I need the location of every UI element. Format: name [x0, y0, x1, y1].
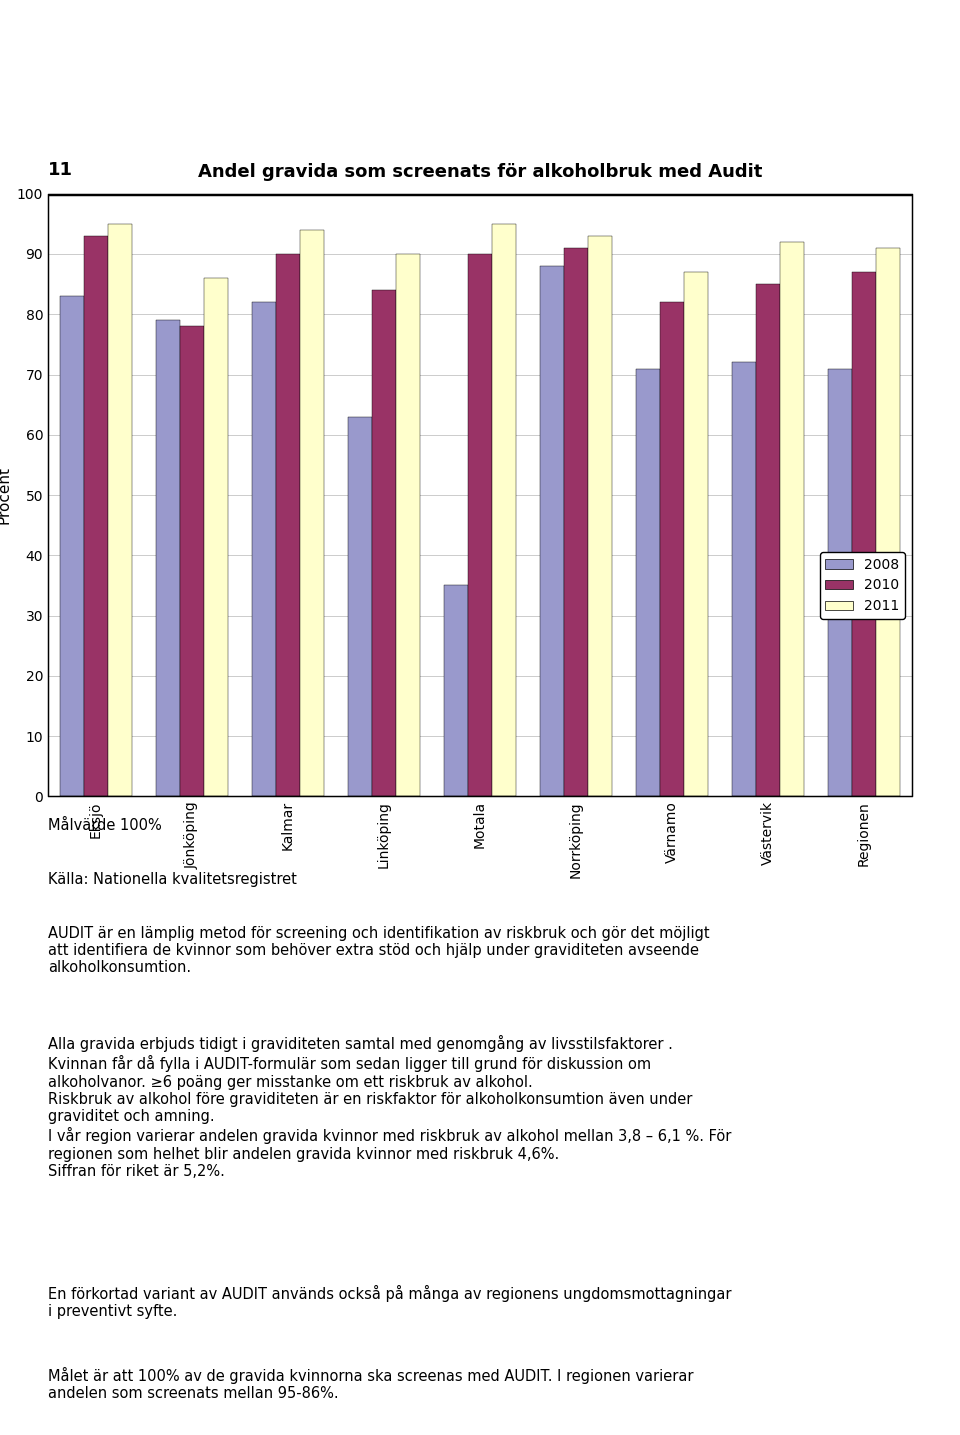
Text: En förkortad variant av AUDIT används också på många av regionens ungdomsmottagn: En förkortad variant av AUDIT används oc…: [48, 1286, 732, 1319]
Bar: [252, 303, 276, 796]
Text: AUDIT är en lämplig metod för screening och identifikation av riskbruk och gör d: AUDIT är en lämplig metod för screening …: [48, 926, 709, 976]
Y-axis label: Procent: Procent: [0, 466, 12, 524]
Legend: 2008, 2010, 2011: 2008, 2010, 2011: [820, 552, 905, 618]
Bar: [852, 273, 876, 796]
Bar: [108, 224, 132, 796]
Bar: [732, 363, 756, 796]
Bar: [564, 248, 588, 796]
Title: Andel gravida som screenats för alkoholbruk med Audit: Andel gravida som screenats för alkoholb…: [198, 164, 762, 181]
Bar: [660, 303, 684, 796]
Bar: [48, 194, 912, 796]
Bar: [156, 320, 180, 796]
Bar: [180, 326, 204, 796]
Text: Källa: Nationella kvalitetsregistret: Källa: Nationella kvalitetsregistret: [48, 872, 297, 887]
Bar: [684, 273, 708, 796]
Bar: [780, 243, 804, 796]
Bar: [636, 369, 660, 796]
Bar: [756, 284, 780, 796]
Bar: [876, 248, 900, 796]
Text: Målvärde 100%: Målvärde 100%: [48, 818, 161, 832]
Bar: [444, 585, 468, 796]
Bar: [276, 254, 300, 796]
Bar: [468, 254, 492, 796]
Text: 11: 11: [48, 161, 73, 179]
Bar: [372, 290, 396, 796]
Bar: [84, 235, 108, 796]
Bar: [348, 416, 372, 796]
Bar: [540, 265, 564, 796]
Bar: [60, 296, 84, 796]
Bar: [204, 278, 228, 796]
Bar: [396, 254, 420, 796]
Bar: [828, 369, 852, 796]
Text: Alla gravida erbjuds tidigt i graviditeten samtal med genomgång av livsstilsfakt: Alla gravida erbjuds tidigt i graviditet…: [48, 1036, 732, 1180]
Bar: [300, 230, 324, 796]
Text: Målet är att 100% av de gravida kvinnorna ska screenas med AUDIT. I regionen var: Målet är att 100% av de gravida kvinnorn…: [48, 1368, 693, 1401]
Bar: [588, 235, 612, 796]
Bar: [492, 224, 516, 796]
